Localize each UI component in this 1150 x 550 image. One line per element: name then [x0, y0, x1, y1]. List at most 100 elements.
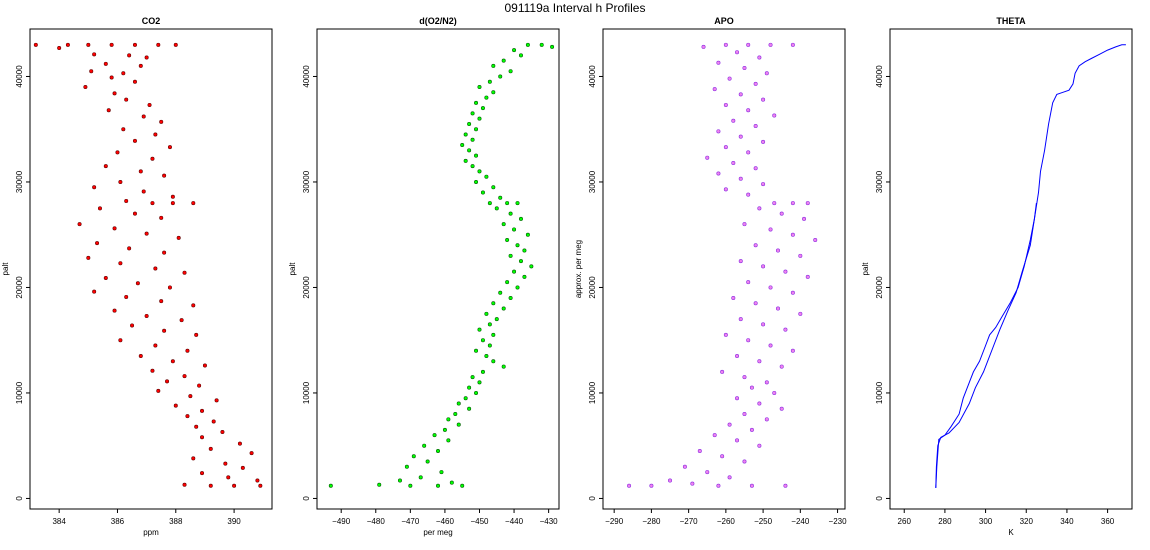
data-point — [220, 429, 225, 434]
panel-title: APO — [714, 16, 734, 26]
data-point — [135, 281, 140, 286]
data-point — [144, 313, 149, 318]
data-point — [742, 459, 747, 464]
data-point — [109, 75, 114, 80]
data-point — [790, 290, 795, 295]
y-tick-label: 30000 — [302, 170, 311, 193]
x-tick-label: 260 — [898, 517, 912, 526]
data-point — [112, 226, 117, 231]
data-point — [484, 174, 489, 179]
data-point — [491, 332, 496, 337]
data-point — [200, 408, 205, 413]
data-point — [463, 158, 468, 163]
data-point — [805, 201, 810, 206]
data-point — [446, 438, 451, 443]
data-point — [779, 211, 784, 216]
data-point — [701, 44, 706, 49]
data-point — [682, 464, 687, 469]
data-point — [498, 290, 503, 295]
data-point — [103, 61, 108, 66]
data-point — [258, 483, 263, 488]
y-axis-label: palt — [861, 262, 870, 276]
data-point — [757, 55, 762, 60]
data-point — [757, 401, 762, 406]
data-point — [720, 369, 725, 374]
data-point — [97, 206, 102, 211]
data-point — [790, 348, 795, 353]
x-tick-label: −240 — [791, 517, 810, 526]
data-point — [124, 198, 129, 203]
data-point — [226, 475, 231, 480]
data-point — [162, 250, 167, 255]
data-point — [182, 270, 187, 275]
data-point — [529, 264, 534, 269]
data-point — [518, 259, 523, 264]
data-point — [749, 483, 754, 488]
data-point — [150, 156, 155, 161]
data-point — [144, 55, 149, 60]
x-tick-label: −460 — [436, 517, 455, 526]
data-point — [92, 289, 97, 294]
x-tick-label: −440 — [505, 517, 524, 526]
data-point — [790, 201, 795, 206]
data-point — [727, 422, 732, 427]
data-point — [761, 322, 766, 327]
y-tick-label: 20000 — [875, 276, 884, 299]
data-point — [200, 471, 205, 476]
data-point — [494, 206, 499, 211]
data-point — [89, 69, 94, 74]
data-point — [118, 338, 123, 343]
data-point — [57, 45, 62, 50]
data-point — [716, 171, 721, 176]
x-tick-label: −270 — [680, 517, 699, 526]
y-axis-label: palt — [288, 262, 297, 276]
data-point — [127, 246, 132, 251]
data-point — [249, 451, 254, 456]
data-point — [525, 232, 530, 237]
panel-4: THETA 260 280 300 320 340 360 0 10000 20000 30000 4… — [861, 16, 1133, 537]
data-point — [761, 182, 766, 187]
x-tick-label: −260 — [717, 517, 736, 526]
data-point — [772, 390, 777, 395]
data-point — [103, 275, 108, 280]
data-point — [757, 443, 762, 448]
data-point — [764, 380, 769, 385]
data-point — [501, 58, 506, 63]
data-point — [442, 427, 447, 432]
data-point — [783, 269, 788, 274]
data-point — [512, 227, 517, 232]
data-point — [805, 274, 810, 279]
data-point — [165, 379, 170, 384]
y-tick-label: 0 — [875, 496, 884, 501]
data-point — [150, 201, 155, 206]
data-point — [130, 323, 135, 328]
x-tick-label: 280 — [938, 517, 952, 526]
plot-frame — [29, 28, 273, 510]
data-point — [746, 42, 751, 47]
data-point — [456, 422, 461, 427]
data-point — [460, 483, 465, 488]
data-point — [783, 327, 788, 332]
data-point — [191, 456, 196, 461]
data-point — [474, 153, 479, 158]
data-point — [208, 446, 213, 451]
data-point — [508, 296, 513, 301]
data-point — [153, 266, 158, 271]
data-point — [487, 343, 492, 348]
data-point — [162, 173, 167, 178]
data-point — [422, 443, 427, 448]
panel-title: THETA — [996, 16, 1026, 26]
x-tick-label: −250 — [754, 517, 773, 526]
data-point — [742, 66, 747, 71]
data-point — [118, 179, 123, 184]
y-axis-label: palt — [1, 262, 10, 276]
y-tick-label: 20000 — [302, 276, 311, 299]
data-point — [109, 42, 114, 47]
x-tick-label: −450 — [470, 517, 489, 526]
data-point — [446, 417, 451, 422]
data-point — [779, 364, 784, 369]
x-tick-label: −480 — [367, 517, 386, 526]
data-point — [738, 92, 743, 97]
